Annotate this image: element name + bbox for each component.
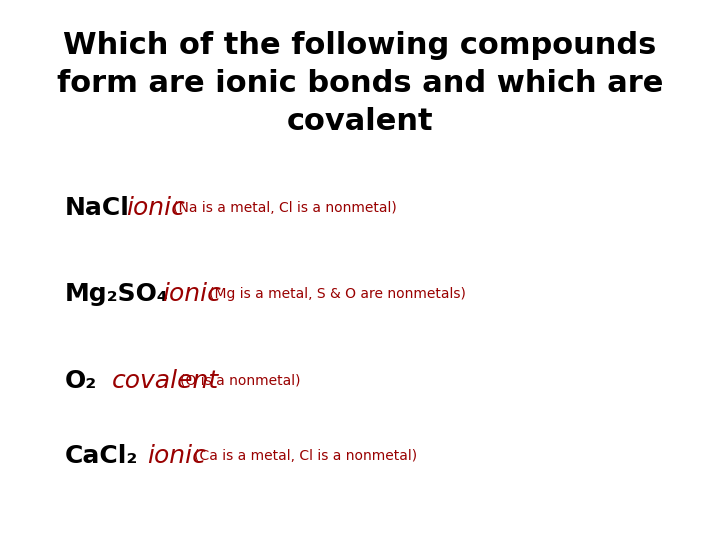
Text: O₂: O₂ — [65, 369, 97, 393]
Text: covalent: covalent — [287, 107, 433, 136]
Text: (Ca is a metal, Cl is a nonmetal): (Ca is a metal, Cl is a nonmetal) — [194, 449, 418, 463]
Text: (O is a nonmetal): (O is a nonmetal) — [180, 374, 300, 388]
Text: NaCl: NaCl — [65, 196, 130, 220]
Text: Mg₂SO₄: Mg₂SO₄ — [65, 282, 168, 306]
Text: form are ionic bonds and which are: form are ionic bonds and which are — [57, 69, 663, 98]
Text: ionic: ionic — [126, 196, 185, 220]
Text: CaCl₂: CaCl₂ — [65, 444, 138, 468]
Text: Which of the following compounds: Which of the following compounds — [63, 31, 657, 60]
Text: covalent: covalent — [112, 369, 219, 393]
Text: ionic: ionic — [148, 444, 207, 468]
Text: ionic: ionic — [162, 282, 221, 306]
Text: (Na is a metal, Cl is a nonmetal): (Na is a metal, Cl is a nonmetal) — [173, 201, 397, 215]
Text: (Mg is a metal, S & O are nonmetals): (Mg is a metal, S & O are nonmetals) — [209, 287, 466, 301]
